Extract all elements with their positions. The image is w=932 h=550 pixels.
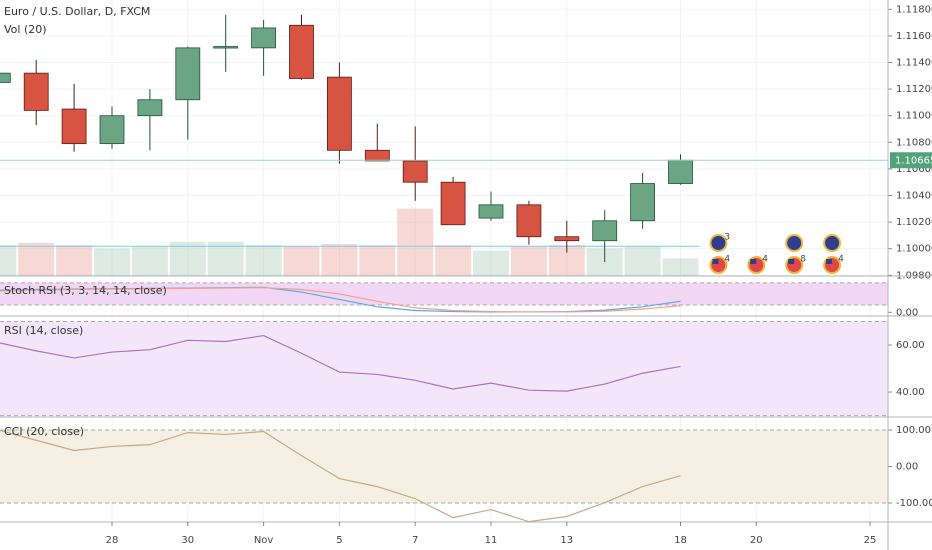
event-us-count: 4 (838, 255, 844, 265)
candle-body (668, 159, 693, 184)
indicator-line (0, 334, 681, 392)
y-tick-label: 1.11200 (896, 84, 932, 95)
candle-body (175, 47, 201, 101)
candle-body (99, 115, 125, 145)
volume-bar (94, 248, 130, 276)
volume-bar (56, 245, 93, 276)
event-eu-count: 3 (724, 233, 730, 243)
y-tick-label: 40.00 (896, 387, 925, 398)
volume-bar (662, 258, 699, 276)
candle-body (402, 160, 428, 183)
event-us-canton (750, 259, 757, 264)
y-tick-label: 100.00 (896, 425, 931, 436)
event-us-canton (826, 259, 833, 264)
y-tick-label: 1.11400 (896, 58, 932, 69)
volume-bar (397, 208, 434, 276)
y-tick-label: 0.00 (896, 307, 918, 318)
x-tick-label: 28 (106, 535, 119, 546)
x-tick-label: Nov (254, 535, 274, 546)
last-price-label: 1.10665 (895, 155, 932, 166)
x-tick-label: 11 (485, 535, 498, 546)
y-tick-label: 1.11800 (896, 4, 932, 15)
x-tick-label: 18 (674, 535, 687, 546)
candle-body (478, 204, 504, 219)
pane-title: Stoch RSI (3, 3, 14, 14, close) (4, 284, 167, 297)
y-tick-label: 1.11000 (896, 111, 932, 122)
last-price-box (890, 152, 932, 169)
event-us-canton (712, 259, 719, 264)
y-tick-label: 0.00 (896, 462, 918, 473)
event-eu-icon (823, 234, 842, 252)
x-tick-label: 25 (864, 535, 877, 546)
volume-bar (283, 246, 320, 276)
x-tick-label: 30 (181, 535, 194, 546)
event-us-count: 4 (724, 255, 730, 265)
pane-title: CCI (20, close) (4, 425, 84, 438)
indicator-line (0, 429, 681, 523)
x-tick-label: 20 (750, 535, 763, 546)
event-eu-icon (785, 234, 804, 252)
volume-bar (169, 241, 206, 276)
x-tick-label: 7 (412, 535, 418, 546)
candle-body (516, 204, 542, 238)
candle-body (251, 27, 277, 49)
volume-bar (359, 245, 396, 276)
x-tick-label: 13 (560, 535, 573, 546)
y-tick-label: 1.10600 (896, 164, 932, 175)
volume-bar (435, 245, 472, 276)
volume-bar (510, 246, 547, 276)
y-tick-label: 1.11600 (896, 31, 932, 42)
candle-body (289, 24, 314, 79)
y-tick-label: 1.10400 (896, 191, 932, 202)
candle-body (0, 72, 11, 83)
volume-bar (321, 243, 358, 276)
indicator-line (0, 287, 681, 313)
y-tick-label: 1.10000 (896, 244, 932, 255)
event-us-canton (788, 259, 795, 264)
band-fill (0, 430, 888, 504)
chart-subtitle: Vol (20) (4, 23, 47, 36)
y-tick-label: 60.00 (896, 340, 925, 351)
candle-body (592, 220, 618, 242)
candle-body (554, 236, 580, 242)
candle-body (23, 72, 49, 111)
y-tick-label: -100.00 (896, 498, 932, 509)
pane-title: RSI (14, close) (4, 324, 83, 337)
y-tick-label: 1.10800 (896, 137, 932, 148)
event-us-count: 4 (762, 255, 768, 265)
candle-body (61, 108, 87, 145)
event-eu-icon (709, 234, 728, 252)
volume-bar (624, 246, 661, 276)
volume-bar (473, 250, 509, 276)
band-fill (0, 321, 888, 416)
candle-body (326, 76, 352, 151)
x-tick-label: 5 (336, 535, 342, 546)
candle-body (213, 46, 239, 49)
volume-bar (245, 245, 282, 276)
candle-body (630, 183, 655, 222)
volume-bar (18, 242, 55, 276)
volume-bar (131, 246, 168, 276)
candle-body (137, 99, 163, 117)
volume-bar (0, 245, 17, 276)
volume-bar (207, 241, 244, 276)
event-us-count: 8 (800, 255, 806, 265)
candle-body (440, 181, 466, 226)
chart-title: Euro / U.S. Dollar, D, FXCM (4, 5, 150, 18)
y-tick-label: 1.10200 (896, 217, 932, 228)
candle-body (364, 149, 390, 162)
